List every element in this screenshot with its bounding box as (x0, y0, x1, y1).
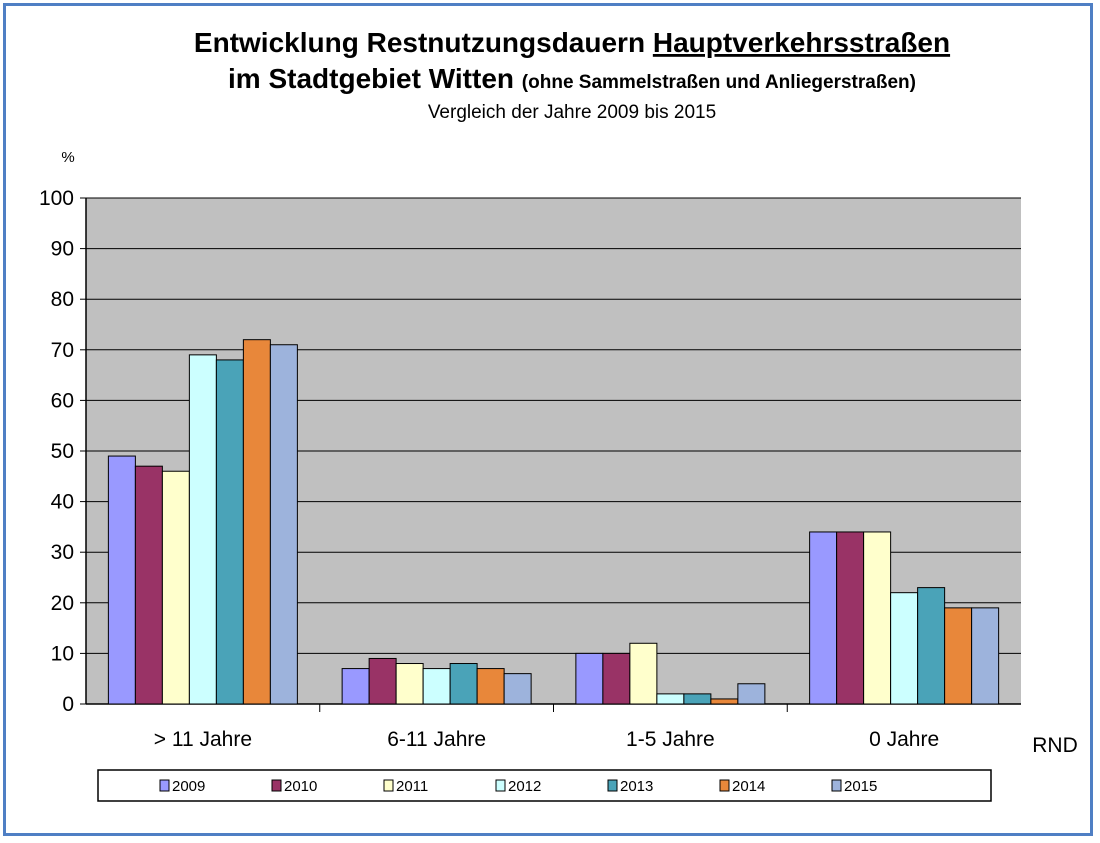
bar-2015 (269, 344, 298, 705)
bar-2014 (710, 698, 739, 705)
bar-2012 (656, 693, 685, 705)
legend-label: 2009 (172, 778, 205, 795)
chart-title-underlined: Hauptverkehrsstraßen (653, 27, 950, 58)
bar-2009 (809, 531, 838, 705)
y-axis-label: % (61, 149, 74, 166)
bar-2013 (683, 693, 712, 705)
bar-2011 (629, 642, 658, 705)
bar-2013 (917, 587, 946, 705)
legend-label: 2010 (284, 778, 317, 795)
bar-2015 (971, 607, 1000, 705)
chart-title-line2: im Stadtgebiet Witten (ohne Sammelstraße… (228, 63, 916, 94)
x-category-label: 6-11 Jahre (387, 728, 486, 751)
plot-area: 0 10 20 30 40 50 60 70 80 90 100 > 11 Jahre 6-11 Jah… (39, 187, 1021, 751)
bar-2010 (134, 465, 163, 705)
legend-box (97, 769, 992, 802)
legend-swatch-2012 (495, 779, 506, 792)
chart-frame (3, 3, 1093, 836)
legend-label: 2015 (844, 778, 877, 795)
y-tick-label: 20 (51, 592, 74, 615)
y-tick-label: 40 (51, 491, 74, 514)
legend-swatch-2009 (159, 779, 170, 792)
x-category-label: 0 Jahre (869, 728, 939, 751)
legend-label: 2013 (620, 778, 653, 795)
bar-2012 (890, 592, 919, 705)
bar-2009 (341, 668, 370, 705)
bar-2012 (422, 668, 451, 705)
bar-2012 (188, 354, 217, 705)
y-tick-label: 50 (51, 440, 74, 463)
chart-title-line1: Entwicklung Restnutzungsdauern Hauptverk… (194, 27, 950, 58)
legend-swatch-2014 (719, 779, 730, 792)
legend-swatch-2015 (831, 779, 842, 792)
chart-title-parenthetical: (ohne Sammelstraßen und Anliegerstraßen) (522, 72, 916, 93)
bar-2014 (944, 607, 973, 705)
legend-label: 2012 (508, 778, 541, 795)
y-tick-label: 100 (39, 187, 74, 210)
bar-2011 (863, 531, 892, 705)
y-tick-label: 80 (51, 288, 74, 311)
bar-2011 (161, 470, 190, 705)
y-tick-label: 10 (51, 642, 74, 665)
legend-swatch-2011 (383, 779, 394, 792)
x-category-label: > 11 Jahre (154, 728, 252, 751)
bar-2010 (368, 657, 397, 705)
legend-swatch-2013 (607, 779, 618, 792)
bar-2014 (242, 339, 271, 705)
legend-swatch-2010 (271, 779, 282, 792)
legend-label: 2011 (396, 778, 428, 795)
legend: 2009 2010 2011 2012 2013 2014 2015 (97, 769, 992, 802)
legend-label: 2014 (732, 778, 765, 795)
y-tick-label: 90 (51, 238, 74, 261)
y-tick-label: 70 (51, 339, 74, 362)
y-tick-label: 60 (51, 389, 74, 412)
y-tick-label: 0 (62, 693, 74, 716)
bar-2010 (836, 531, 865, 705)
bar-2014 (476, 668, 505, 705)
bar-2010 (602, 652, 631, 705)
bar-2015 (737, 683, 766, 705)
bar-2013 (449, 663, 478, 705)
bar-2011 (395, 663, 424, 705)
bar-2009 (575, 652, 604, 705)
x-axis-label: RND (1032, 734, 1078, 757)
y-tick-label: 30 (51, 541, 74, 564)
bar-2013 (215, 359, 244, 705)
x-category-label: 1-5 Jahre (626, 728, 715, 751)
chart-subtitle: Vergleich der Jahre 2009 bis 2015 (428, 102, 716, 123)
bar-2015 (503, 673, 532, 705)
bar-2009 (107, 455, 136, 705)
